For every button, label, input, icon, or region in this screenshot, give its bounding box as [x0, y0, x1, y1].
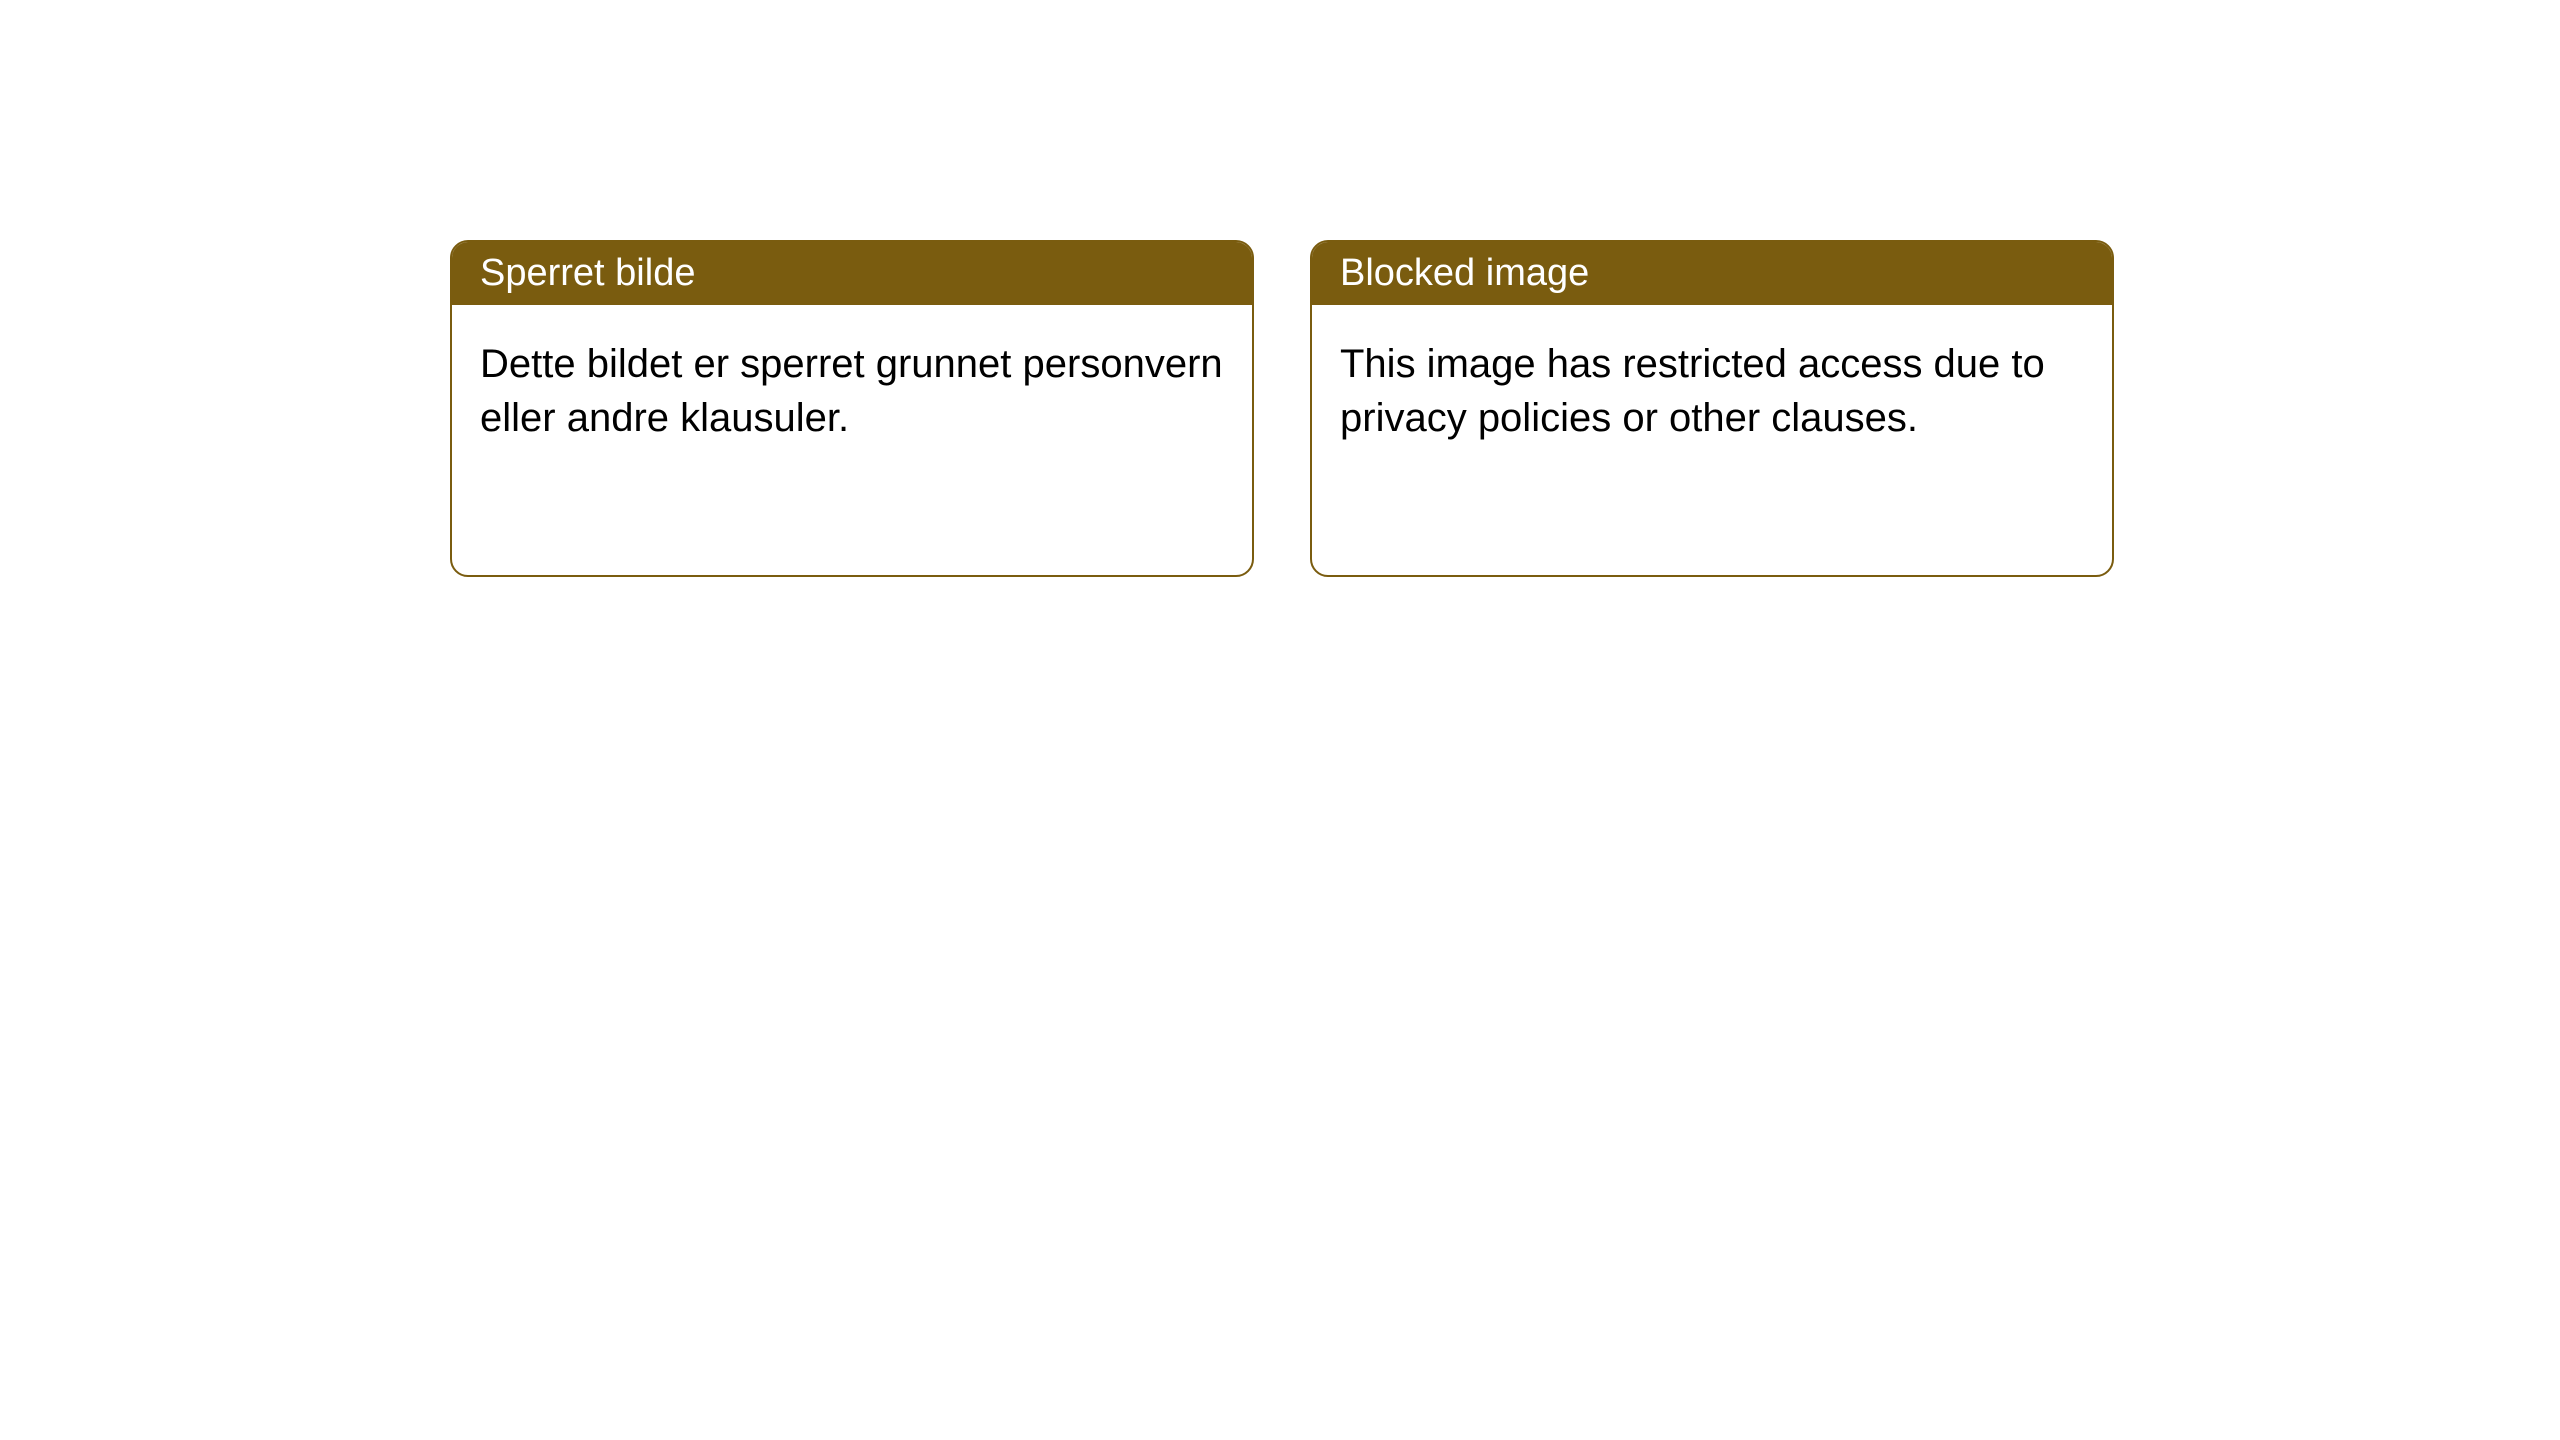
blocked-image-card-english: Blocked image This image has restricted … [1310, 240, 2114, 577]
notice-container: Sperret bilde Dette bildet er sperret gr… [450, 240, 2114, 577]
blocked-image-card-norwegian: Sperret bilde Dette bildet er sperret gr… [450, 240, 1254, 577]
card-body: Dette bildet er sperret grunnet personve… [452, 305, 1252, 575]
card-body-text: Dette bildet er sperret grunnet personve… [480, 342, 1223, 440]
card-body: This image has restricted access due to … [1312, 305, 2112, 575]
card-header: Sperret bilde [452, 242, 1252, 305]
card-body-text: This image has restricted access due to … [1340, 342, 2045, 440]
card-title: Blocked image [1340, 252, 1589, 294]
card-header: Blocked image [1312, 242, 2112, 305]
card-title: Sperret bilde [480, 252, 695, 294]
